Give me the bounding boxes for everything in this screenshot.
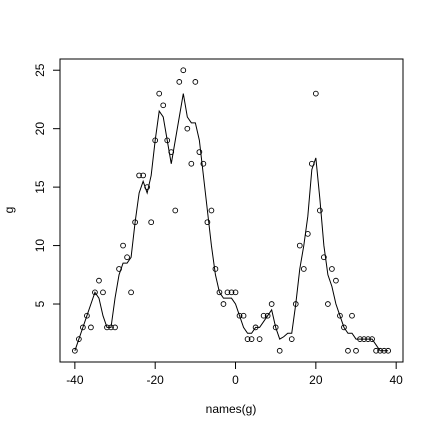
fit-line [74, 93, 389, 352]
point [84, 312, 90, 319]
y-tick-label: 5 [33, 300, 47, 307]
point [184, 125, 191, 132]
point [200, 160, 207, 167]
point [333, 277, 339, 284]
y-axis-label: g [2, 207, 16, 214]
point [276, 347, 283, 354]
point [140, 172, 146, 179]
point [260, 312, 267, 319]
point [112, 324, 118, 331]
point [349, 312, 355, 319]
y-tick-label: 20 [33, 122, 47, 136]
x-tick-label: -40 [66, 373, 84, 387]
y-tick-label: 15 [33, 180, 47, 194]
point [220, 301, 227, 307]
point [216, 289, 223, 296]
point [148, 219, 155, 226]
point [321, 254, 327, 261]
point [88, 324, 94, 331]
point [196, 149, 203, 155]
point [317, 207, 323, 214]
point [192, 79, 199, 85]
point [128, 289, 134, 296]
point [312, 90, 319, 97]
point [156, 90, 163, 97]
x-tick-label: -20 [147, 373, 165, 387]
plot-box [59, 58, 404, 363]
point [345, 347, 351, 354]
point [341, 324, 347, 331]
point [373, 347, 379, 354]
point [353, 347, 359, 354]
point [176, 79, 183, 85]
point [300, 266, 307, 272]
x-axis-label: names(g) [206, 402, 257, 416]
point [337, 312, 343, 319]
point [224, 289, 231, 296]
point [325, 301, 331, 307]
point [172, 207, 179, 214]
point [228, 289, 235, 296]
point [76, 336, 82, 342]
point [256, 336, 263, 342]
y-tick-label: 25 [33, 63, 47, 77]
x-tick-label: 0 [232, 373, 239, 387]
point [272, 324, 279, 331]
point [208, 207, 215, 214]
point [264, 312, 271, 319]
point [180, 67, 187, 74]
point [72, 347, 78, 354]
point [232, 289, 239, 296]
point [204, 219, 211, 226]
point [244, 336, 251, 342]
point [288, 336, 295, 342]
point [268, 301, 275, 307]
point [120, 242, 126, 249]
point [160, 102, 167, 109]
point [124, 254, 130, 261]
point [240, 312, 247, 319]
point [80, 324, 86, 331]
point [96, 277, 102, 284]
point [136, 172, 142, 179]
point [248, 336, 255, 342]
point [188, 160, 195, 167]
x-tick-label: 20 [309, 373, 323, 387]
point [329, 266, 335, 272]
point [100, 289, 106, 296]
point [296, 242, 303, 249]
point [236, 312, 243, 319]
point [92, 289, 98, 296]
x-tick-label: 40 [389, 373, 403, 387]
y-tick-label: 10 [33, 239, 47, 253]
